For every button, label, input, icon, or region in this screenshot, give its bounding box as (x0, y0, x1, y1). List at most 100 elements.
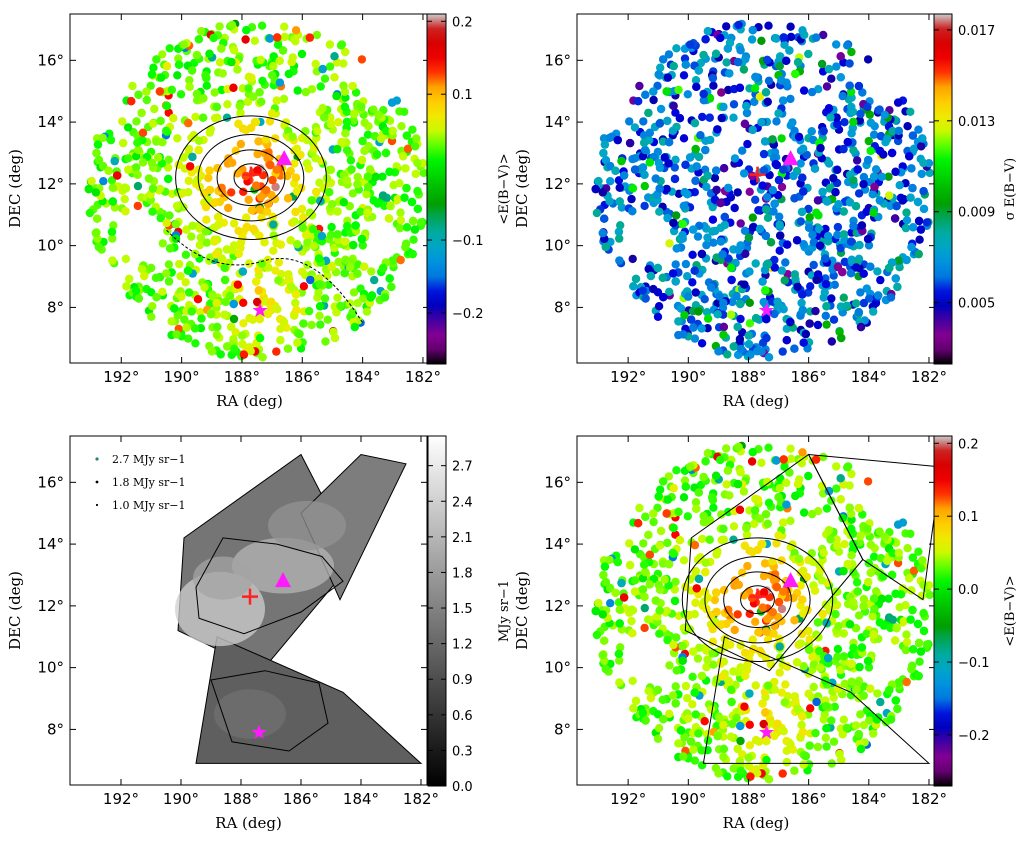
data-point (711, 471, 721, 480)
emission-region (214, 689, 286, 739)
data-point (833, 262, 843, 272)
data-point (193, 295, 203, 304)
data-point (842, 723, 851, 733)
data-point (856, 744, 866, 754)
data-point (759, 588, 769, 597)
data-point (745, 689, 754, 698)
data-point (839, 566, 848, 576)
data-point (269, 220, 278, 229)
data-point (124, 165, 133, 174)
data-point (672, 466, 681, 475)
data-point (239, 187, 248, 196)
data-point (708, 227, 717, 236)
data-point (727, 685, 736, 694)
data-point (699, 50, 708, 60)
data-point (789, 171, 798, 181)
data-point (342, 117, 352, 127)
data-point (291, 26, 301, 35)
data-point (801, 751, 810, 761)
data-point (273, 305, 282, 314)
data-point (880, 532, 889, 542)
data-point (847, 129, 856, 138)
data-point (821, 254, 830, 263)
data-point (836, 474, 845, 483)
colorbar-tick-label: 2.1 (452, 531, 473, 546)
data-point (630, 154, 640, 163)
data-point (919, 158, 928, 168)
data-point (908, 131, 918, 140)
data-point (855, 662, 864, 672)
data-point (773, 719, 782, 728)
data-point (209, 198, 219, 208)
data-point (847, 524, 856, 534)
data-point (722, 480, 731, 489)
data-point (155, 87, 165, 96)
data-point (308, 224, 318, 234)
data-point (681, 60, 690, 69)
data-point (745, 609, 754, 618)
colorbar (427, 435, 447, 787)
data-point (400, 107, 409, 117)
data-point (229, 83, 238, 93)
data-point (902, 638, 912, 647)
data-point (209, 223, 219, 232)
colorbar-tick-label: 2.4 (452, 495, 473, 510)
data-point (849, 598, 858, 607)
data-point (242, 26, 251, 35)
data-point (380, 293, 390, 302)
data-point (869, 729, 878, 738)
data-point (833, 222, 843, 232)
data-point (615, 197, 624, 206)
data-point (839, 144, 848, 154)
data-point (340, 237, 349, 246)
data-point (732, 291, 741, 301)
data-point (271, 266, 280, 275)
data-point (830, 280, 839, 289)
data-point (229, 314, 239, 324)
data-point (147, 312, 156, 321)
data-point (692, 504, 701, 513)
data-point (824, 526, 834, 535)
data-point (733, 322, 742, 332)
data-point (396, 208, 405, 217)
data-point (727, 697, 736, 707)
y-axis-label: DEC (deg) (513, 571, 531, 650)
data-point (148, 184, 158, 193)
data-point (747, 35, 757, 44)
data-point (716, 620, 725, 630)
data-point (665, 661, 674, 670)
data-point (268, 175, 277, 185)
data-point (314, 288, 323, 297)
data-point (894, 256, 903, 265)
data-point (378, 263, 388, 273)
data-point (169, 114, 178, 123)
data-point (711, 49, 721, 58)
data-point (902, 255, 911, 265)
data-point (137, 264, 147, 274)
data-point (869, 208, 878, 217)
data-point (195, 240, 204, 250)
data-point (776, 52, 785, 61)
data-point (748, 448, 757, 457)
data-point (641, 294, 650, 303)
data-point (330, 243, 339, 253)
data-point (118, 117, 127, 126)
data-point (812, 275, 821, 285)
data-point (380, 201, 389, 210)
data-point (922, 218, 932, 227)
data-point (625, 539, 634, 548)
data-point (761, 231, 771, 241)
data-point (697, 761, 707, 770)
data-point (309, 241, 318, 250)
data-point (919, 580, 928, 590)
data-point (810, 164, 820, 173)
data-point (744, 762, 754, 771)
data-point (804, 645, 814, 654)
data-point (669, 218, 678, 228)
data-point (824, 64, 834, 74)
data-point (692, 162, 701, 171)
data-point (680, 732, 689, 742)
data-point (740, 648, 750, 657)
data-point (317, 231, 326, 241)
data-point (764, 353, 774, 362)
